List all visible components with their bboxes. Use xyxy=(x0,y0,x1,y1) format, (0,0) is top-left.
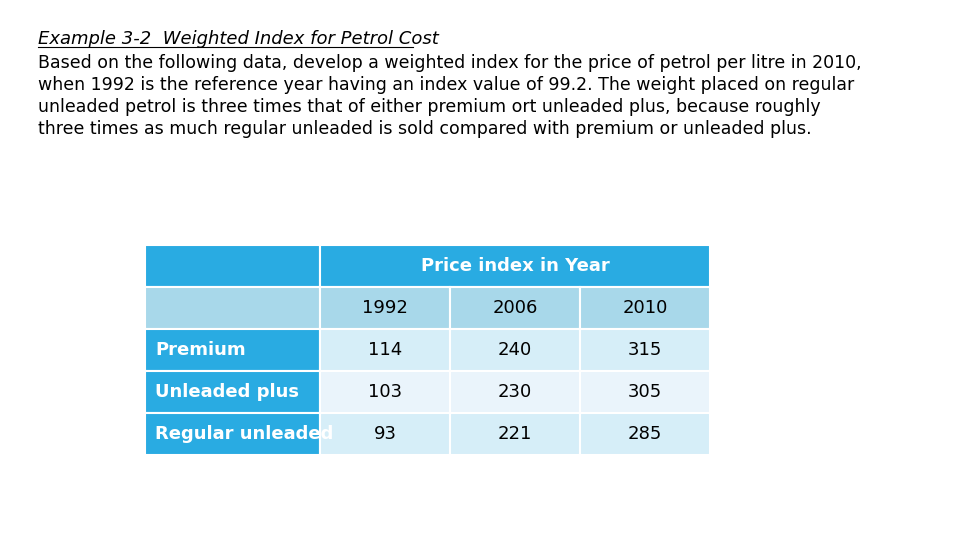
FancyBboxPatch shape xyxy=(580,329,710,371)
Text: Regular unleaded: Regular unleaded xyxy=(155,425,333,443)
Text: 1992: 1992 xyxy=(362,299,408,317)
FancyBboxPatch shape xyxy=(145,413,320,455)
Text: 285: 285 xyxy=(628,425,662,443)
FancyBboxPatch shape xyxy=(145,329,320,371)
Text: 103: 103 xyxy=(368,383,402,401)
Text: 93: 93 xyxy=(373,425,396,443)
FancyBboxPatch shape xyxy=(320,329,450,371)
Text: 305: 305 xyxy=(628,383,662,401)
FancyBboxPatch shape xyxy=(145,245,320,287)
Text: unleaded petrol is three times that of either premium ort unleaded plus, because: unleaded petrol is three times that of e… xyxy=(38,98,821,116)
Text: Unleaded plus: Unleaded plus xyxy=(155,383,299,401)
Text: 230: 230 xyxy=(498,383,532,401)
FancyBboxPatch shape xyxy=(320,371,450,413)
FancyBboxPatch shape xyxy=(145,371,320,413)
FancyBboxPatch shape xyxy=(145,287,320,329)
Text: Based on the following data, develop a weighted index for the price of petrol pe: Based on the following data, develop a w… xyxy=(38,54,862,72)
Text: 2010: 2010 xyxy=(622,299,668,317)
FancyBboxPatch shape xyxy=(580,371,710,413)
Text: 221: 221 xyxy=(498,425,532,443)
FancyBboxPatch shape xyxy=(580,413,710,455)
Text: 114: 114 xyxy=(368,341,402,359)
Text: 315: 315 xyxy=(628,341,662,359)
Text: 2006: 2006 xyxy=(492,299,538,317)
FancyBboxPatch shape xyxy=(450,287,580,329)
Text: 240: 240 xyxy=(498,341,532,359)
FancyBboxPatch shape xyxy=(320,287,450,329)
Text: Price index in Year: Price index in Year xyxy=(420,257,610,275)
Text: three times as much regular unleaded is sold compared with premium or unleaded p: three times as much regular unleaded is … xyxy=(38,120,811,138)
Text: Example 3-2  Weighted Index for Petrol Cost: Example 3-2 Weighted Index for Petrol Co… xyxy=(38,30,439,48)
Text: when 1992 is the reference year having an index value of 99.2. The weight placed: when 1992 is the reference year having a… xyxy=(38,76,854,94)
Text: Premium: Premium xyxy=(155,341,246,359)
FancyBboxPatch shape xyxy=(450,413,580,455)
FancyBboxPatch shape xyxy=(320,245,710,287)
FancyBboxPatch shape xyxy=(450,329,580,371)
FancyBboxPatch shape xyxy=(320,413,450,455)
FancyBboxPatch shape xyxy=(580,287,710,329)
FancyBboxPatch shape xyxy=(450,371,580,413)
